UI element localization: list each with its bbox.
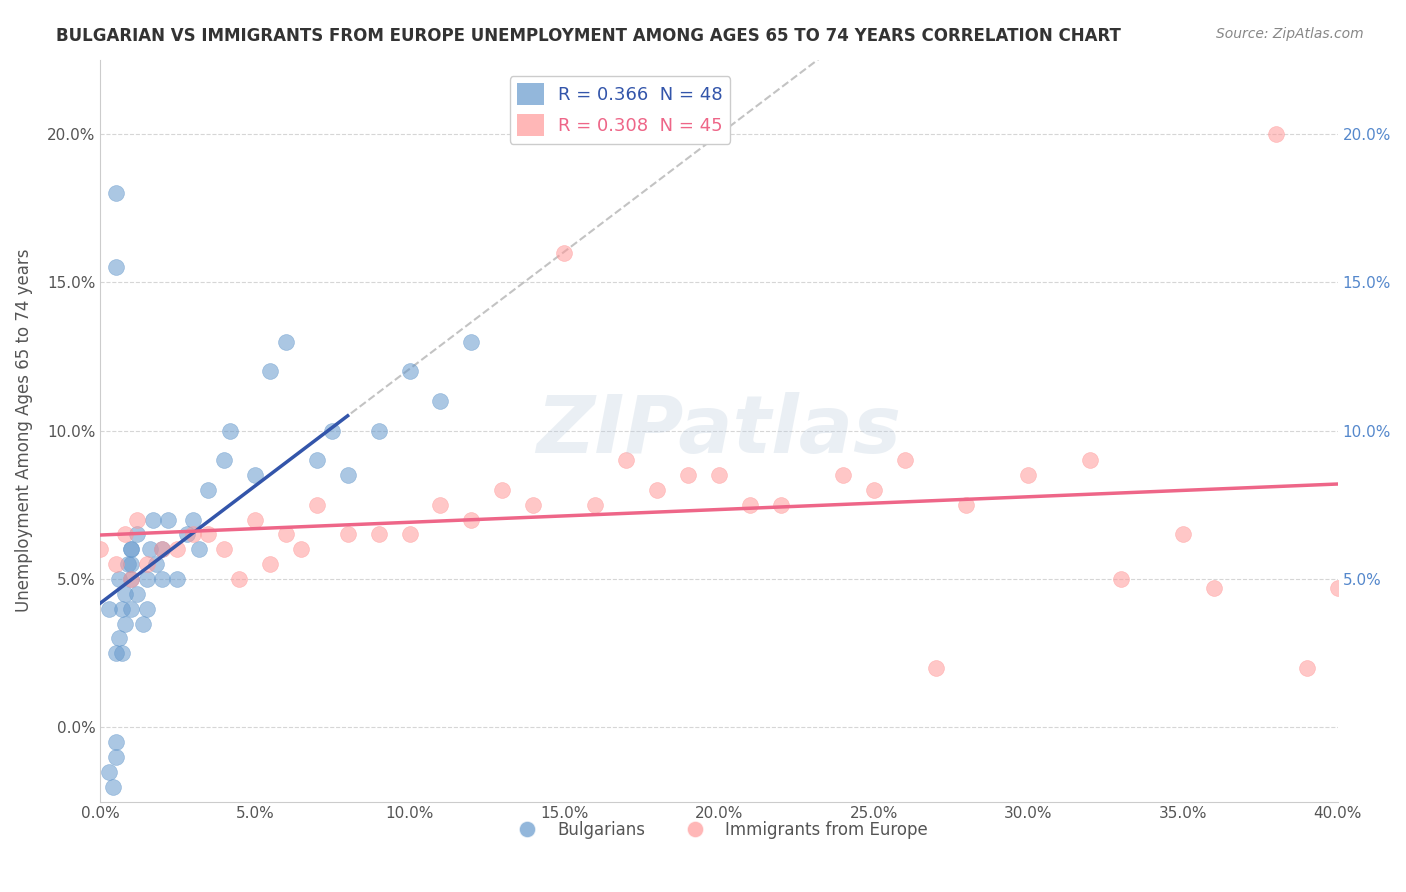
Point (738, 498, 761, 512)
Point (166, 572, 188, 586)
Point (243, 513, 266, 527)
Point (114, 616, 136, 631)
Point (305, 453, 328, 467)
Point (98, 764, 121, 779)
Point (120, 557, 142, 571)
Point (107, 572, 129, 586)
Point (127, 587, 149, 601)
Point (89, 542, 111, 557)
Point (259, 557, 281, 571)
Point (181, 527, 204, 541)
Point (398, 364, 420, 378)
Point (1109, 572, 1132, 586)
Point (188, 542, 211, 557)
Point (274, 527, 297, 541)
Point (120, 572, 142, 586)
Point (274, 334, 297, 349)
Point (707, 468, 730, 483)
Point (1202, 581, 1225, 595)
Text: BULGARIAN VS IMMIGRANTS FROM EUROPE UNEMPLOYMENT AMONG AGES 65 TO 74 YEARS CORRE: BULGARIAN VS IMMIGRANTS FROM EUROPE UNEM… (56, 27, 1121, 45)
Point (460, 513, 482, 527)
Point (104, 750, 127, 764)
Point (862, 483, 884, 497)
Point (1264, 127, 1286, 141)
Point (104, 646, 127, 660)
Point (104, 186, 127, 201)
Point (135, 557, 157, 571)
Point (583, 498, 606, 512)
Point (142, 513, 165, 527)
Point (111, 601, 134, 615)
Point (181, 513, 204, 527)
Point (127, 513, 149, 527)
Point (955, 498, 977, 512)
Point (132, 616, 155, 631)
Point (336, 468, 359, 483)
Point (290, 542, 312, 557)
Point (157, 513, 180, 527)
Point (219, 424, 242, 438)
Point (1078, 453, 1101, 467)
Point (114, 527, 136, 541)
Point (104, 260, 127, 275)
Point (197, 483, 219, 497)
Point (120, 542, 142, 557)
Text: Source: ZipAtlas.com: Source: ZipAtlas.com (1216, 27, 1364, 41)
Point (614, 453, 637, 467)
Point (1171, 527, 1194, 541)
Point (176, 527, 198, 541)
Point (111, 646, 134, 660)
Point (117, 557, 139, 571)
Point (1326, 581, 1348, 595)
Point (831, 468, 853, 483)
Point (769, 498, 792, 512)
Point (104, 735, 127, 749)
Point (138, 542, 160, 557)
Point (135, 601, 157, 615)
Point (893, 453, 915, 467)
Point (1295, 661, 1317, 675)
Text: ZIPatlas: ZIPatlas (537, 392, 901, 469)
Point (212, 453, 235, 467)
Point (120, 542, 142, 557)
Point (127, 527, 149, 541)
Point (114, 587, 136, 601)
Point (1017, 468, 1039, 483)
Point (243, 468, 266, 483)
Point (367, 527, 389, 541)
Point (645, 483, 668, 497)
Point (150, 572, 173, 586)
Point (321, 424, 343, 438)
Point (429, 498, 451, 512)
Point (101, 780, 124, 794)
Point (150, 542, 173, 557)
Point (98, 601, 121, 615)
Point (553, 245, 575, 260)
Point (107, 632, 129, 646)
Y-axis label: Unemployment Among Ages 65 to 74 years: Unemployment Among Ages 65 to 74 years (15, 249, 32, 612)
Point (150, 542, 173, 557)
Point (145, 557, 167, 571)
Point (336, 527, 359, 541)
Point (367, 424, 389, 438)
Point (460, 334, 482, 349)
Point (924, 661, 946, 675)
Point (398, 527, 420, 541)
Point (228, 572, 250, 586)
Legend: Bulgarians, Immigrants from Europe: Bulgarians, Immigrants from Europe (503, 814, 935, 846)
Point (166, 542, 188, 557)
Point (259, 364, 281, 378)
Point (104, 557, 127, 571)
Point (120, 572, 142, 586)
Point (197, 527, 219, 541)
Point (212, 542, 235, 557)
Point (429, 393, 451, 408)
Point (135, 572, 157, 586)
Point (676, 468, 699, 483)
Point (305, 498, 328, 512)
Point (120, 601, 142, 615)
Point (522, 498, 544, 512)
Point (491, 483, 513, 497)
